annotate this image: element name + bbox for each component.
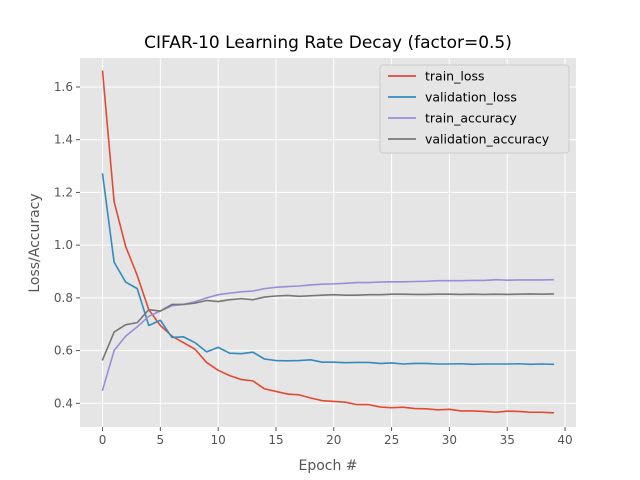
legend: train_loss validation_loss train_accuracyv… <box>379 64 570 154</box>
legend-label-validation-loss: validation_loss <box>425 90 517 105</box>
y-tick-label: 1.6 <box>54 80 73 94</box>
series-line-validation-accuracy <box>101 293 555 361</box>
x-tick-label: 0 <box>99 433 107 447</box>
x-tick-label: 20 <box>326 433 341 447</box>
legend-box <box>379 64 570 154</box>
legend-label-validation-accuracy: validation_accuracy <box>425 132 550 147</box>
y-tick-label: 0.8 <box>54 291 73 305</box>
x-axis-ticks: 0 5 10 15 20 25 30 35 40 <box>99 427 573 447</box>
series-line-validation-loss <box>101 173 555 366</box>
x-tick-label: 5 <box>157 433 165 447</box>
series-line-train-loss <box>101 70 555 414</box>
x-tick-label: 30 <box>442 433 457 447</box>
x-tick-label: 40 <box>557 433 572 447</box>
x-tick-label: 10 <box>211 433 226 447</box>
x-tick-label: 25 <box>384 433 399 447</box>
chart-title: CIFAR-10 Learning Rate Decay (factor=0.5… <box>144 33 512 53</box>
y-tick-label: 1.4 <box>54 133 73 147</box>
y-axis-ticks: 0.4 0.6 0.8 1.0 1.2 1.4 1.6 <box>54 80 80 410</box>
legend-label-train-loss: train_loss <box>425 69 485 84</box>
x-tick-label: 15 <box>268 433 283 447</box>
legend-label-train-accuracy: train_accuracy <box>425 111 517 126</box>
x-axis-label: Epoch # <box>298 458 357 474</box>
y-axis-label: Loss/Accuracy <box>27 193 43 292</box>
y-tick-label: 0.6 <box>54 344 73 358</box>
series-lines <box>101 70 555 414</box>
y-tick-label: 0.4 <box>54 396 73 410</box>
x-tick-label: 35 <box>500 433 515 447</box>
y-tick-label: 1.0 <box>54 238 73 252</box>
y-tick-label: 1.2 <box>54 185 73 199</box>
